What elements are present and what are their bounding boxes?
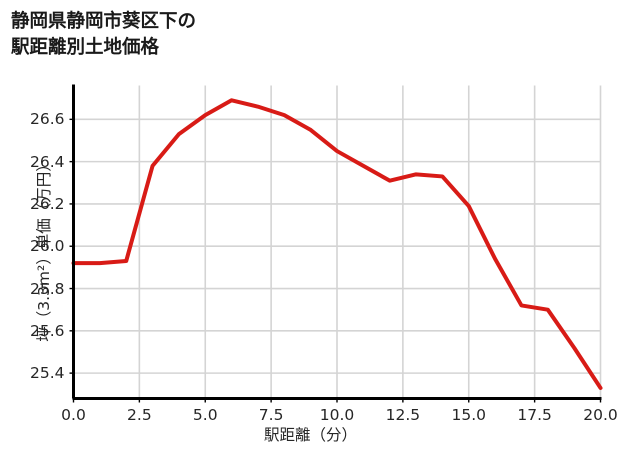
x-tick-label: 20.0 (583, 405, 618, 424)
data-line (71, 98, 603, 390)
y-tick-label: 26.2 (29, 194, 65, 213)
x-tick-label: 10.0 (319, 405, 355, 424)
y-tick-label: 26.4 (29, 152, 65, 171)
x-axis-label: 駅距離（分） (263, 426, 357, 444)
y-axis-label: 坪（3.3m²）単価（万円） (35, 156, 53, 342)
chart-title: 静岡県静岡市葵区下の 駅距離別土地価格 (11, 11, 197, 58)
x-tick-label: 12.5 (385, 405, 421, 424)
y-tick-label: 26.0 (29, 237, 65, 256)
x-tick-label: 2.5 (127, 405, 152, 424)
y-tick-label: 25.6 (29, 321, 65, 340)
y-tick-label: 26.6 (29, 110, 65, 129)
data-series-group (71, 98, 603, 390)
axis-tick-marks (69, 118, 602, 403)
y-tick-label: 25.4 (29, 364, 65, 383)
y-tick-label: 25.8 (29, 279, 65, 298)
x-tick-label: 5.0 (192, 405, 218, 424)
x-tick-label: 15.0 (451, 405, 486, 424)
x-tick-label: 17.5 (517, 405, 552, 424)
x-tick-label: 7.5 (258, 405, 284, 424)
gridlines (72, 85, 602, 399)
x-tick-label: 0.0 (61, 405, 86, 424)
